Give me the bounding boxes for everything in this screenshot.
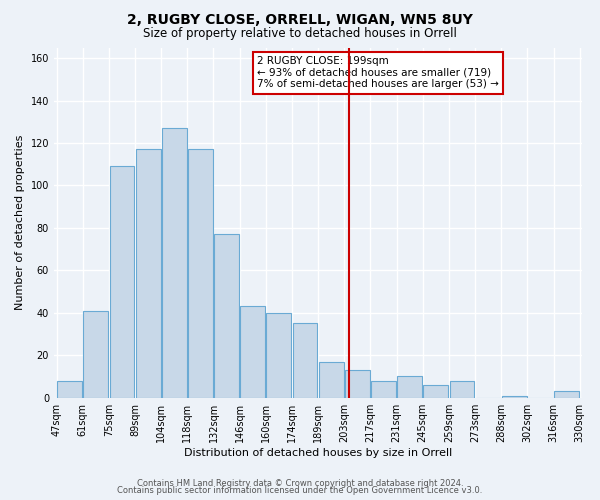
Bar xyxy=(424,385,448,398)
Bar xyxy=(136,150,161,398)
Bar xyxy=(554,392,579,398)
Bar xyxy=(345,370,370,398)
Bar xyxy=(162,128,187,398)
Bar xyxy=(110,166,134,398)
Bar xyxy=(83,310,108,398)
Text: Contains public sector information licensed under the Open Government Licence v3: Contains public sector information licen… xyxy=(118,486,482,495)
Text: Contains HM Land Registry data © Crown copyright and database right 2024.: Contains HM Land Registry data © Crown c… xyxy=(137,478,463,488)
X-axis label: Distribution of detached houses by size in Orrell: Distribution of detached houses by size … xyxy=(184,448,452,458)
Bar xyxy=(240,306,265,398)
Bar xyxy=(397,376,422,398)
Bar xyxy=(319,362,344,398)
Bar xyxy=(371,380,396,398)
Text: Size of property relative to detached houses in Orrell: Size of property relative to detached ho… xyxy=(143,28,457,40)
Bar xyxy=(266,313,291,398)
Bar xyxy=(188,150,213,398)
Text: 2, RUGBY CLOSE, ORRELL, WIGAN, WN5 8UY: 2, RUGBY CLOSE, ORRELL, WIGAN, WN5 8UY xyxy=(127,12,473,26)
Bar xyxy=(57,380,82,398)
Bar xyxy=(502,396,527,398)
Text: 2 RUGBY CLOSE: 199sqm
← 93% of detached houses are smaller (719)
7% of semi-deta: 2 RUGBY CLOSE: 199sqm ← 93% of detached … xyxy=(257,56,499,90)
Y-axis label: Number of detached properties: Number of detached properties xyxy=(15,135,25,310)
Bar xyxy=(449,380,475,398)
Bar xyxy=(214,234,239,398)
Bar xyxy=(293,324,317,398)
